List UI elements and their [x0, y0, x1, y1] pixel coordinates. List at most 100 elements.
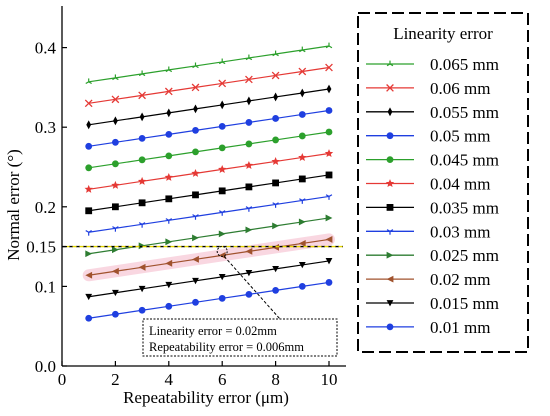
data-point-7-0-arm-1 — [88, 230, 92, 233]
data-point-2-3 — [166, 108, 172, 118]
data-point-7-9-arm-2 — [325, 194, 330, 197]
y-tick-label-5: 0.4 — [35, 39, 57, 58]
data-point-9-5 — [218, 251, 226, 259]
data-point-5-3 — [164, 172, 173, 181]
annotation-connector — [223, 256, 281, 320]
x-tick-label-4: 8 — [271, 370, 280, 389]
data-point-3-1 — [112, 138, 119, 146]
data-point-0-5 — [218, 58, 226, 65]
series-7 — [85, 194, 333, 236]
data-point-2-9 — [326, 84, 332, 94]
data-point-11-2 — [138, 306, 146, 314]
data-point-1-5 — [218, 79, 227, 88]
series-line-5 — [88, 152, 330, 190]
x-tick-label-5: 10 — [321, 370, 338, 389]
data-point-9-4 — [192, 255, 199, 263]
x-axis-label: Repeatability error (μm) — [123, 388, 289, 407]
series-9 — [85, 236, 333, 279]
data-point-4-0 — [85, 164, 93, 172]
data-point-3-0 — [85, 142, 93, 150]
legend-label-1: 0.06 mm — [430, 79, 490, 98]
data-point-9-1 — [112, 267, 119, 275]
data-point-4-8 — [298, 132, 306, 140]
data-point-10-9 — [325, 258, 333, 265]
legend-label-5: 0.04 mm — [430, 175, 490, 194]
data-point-7-2 — [138, 222, 146, 228]
series-1 — [84, 63, 333, 108]
data-point-3-5 — [218, 123, 226, 130]
data-point-10-7 — [272, 265, 279, 273]
data-point-8-5 — [218, 230, 226, 238]
data-point-8-3 — [165, 238, 173, 246]
data-point-0-6-arm-2 — [245, 57, 250, 61]
data-point-4-5 — [218, 144, 226, 152]
data-point-0-2-arm-1 — [141, 73, 146, 77]
series-6 — [85, 171, 333, 215]
data-point-6-3 — [165, 195, 173, 203]
data-point-1-0-b — [84, 99, 93, 108]
series-3 — [85, 107, 333, 150]
data-point-0-5-arm-1 — [221, 61, 226, 65]
legend-marker-2 — [387, 107, 393, 117]
data-point-6-5 — [218, 187, 226, 195]
data-point-7-7-arm-2 — [272, 202, 276, 205]
legend-marker-7 — [386, 229, 394, 235]
legend-marker-0-arm-1 — [389, 63, 394, 67]
data-point-8-7 — [272, 222, 279, 230]
data-point-6-8 — [298, 175, 306, 183]
legend-marker-1 — [386, 84, 394, 92]
axes-layer: Repeatability error (μm) Normal error (°… — [4, 6, 346, 407]
data-point-1-3-b — [164, 87, 173, 96]
data-point-5-2 — [137, 176, 147, 185]
data-point-2-0 — [86, 120, 92, 130]
legend-entry-7: 0.03 mm — [366, 222, 490, 241]
data-point-10-2 — [138, 285, 146, 293]
data-point-7-5-arm-2 — [218, 210, 223, 213]
legend: Linearity error 0.065 mm 0.06 mm 0.055 mm 0… — [357, 12, 529, 353]
data-point-0-4 — [192, 62, 199, 69]
data-point-7-0-arm-2 — [85, 230, 89, 233]
data-point-8-4 — [192, 234, 199, 242]
legend-label-3: 0.05 mm — [430, 127, 490, 146]
legend-title: Linearity error — [393, 24, 493, 43]
data-point-1-1-b — [111, 95, 120, 104]
series-4 — [85, 128, 333, 172]
data-point-5-6 — [244, 161, 254, 169]
series-line-3 — [88, 109, 330, 147]
data-point-4-4 — [192, 148, 199, 156]
legend-entry-0: 0.065 mm — [366, 55, 499, 74]
data-point-7-4 — [192, 214, 199, 220]
data-point-7-5 — [218, 210, 226, 216]
data-point-6-4 — [192, 191, 199, 199]
legend-entry-10: 0.015 mm — [366, 294, 499, 313]
data-point-11-7 — [272, 286, 279, 294]
data-point-7-7 — [272, 202, 279, 208]
legend-label-0: 0.065 mm — [430, 55, 499, 74]
data-point-1-6-b — [245, 75, 253, 84]
series-line-7 — [88, 195, 330, 233]
data-point-11-9 — [325, 279, 333, 286]
data-point-7-4-arm-2 — [192, 214, 196, 217]
data-point-0-8-arm-1 — [302, 49, 306, 53]
data-point-5-5 — [218, 164, 227, 173]
data-point-8-1 — [112, 246, 119, 254]
x-tick-label-2: 4 — [165, 370, 174, 389]
legend-marker-7-arm-2 — [386, 229, 391, 232]
data-point-0-6 — [245, 54, 253, 61]
legend-entry-2: 0.055 mm — [366, 103, 499, 122]
series-line-11 — [88, 281, 330, 319]
data-point-11-8 — [298, 283, 306, 290]
data-point-6-6 — [245, 183, 253, 191]
data-point-5-8 — [298, 153, 307, 162]
series-2 — [86, 84, 332, 130]
data-point-0-2-arm-2 — [138, 73, 143, 77]
data-point-0-5-arm-2 — [218, 61, 223, 65]
series-0 — [85, 42, 333, 85]
y-tick-label-3: 0.2 — [35, 198, 56, 217]
data-point-7-4-arm-1 — [195, 214, 199, 217]
data-point-5-0 — [84, 184, 93, 193]
data-point-7-8-arm-2 — [299, 198, 303, 201]
legend-label-11: 0.01 mm — [430, 318, 490, 337]
legend-label-8: 0.025 mm — [430, 246, 499, 265]
legend-label-10: 0.015 mm — [430, 294, 499, 313]
